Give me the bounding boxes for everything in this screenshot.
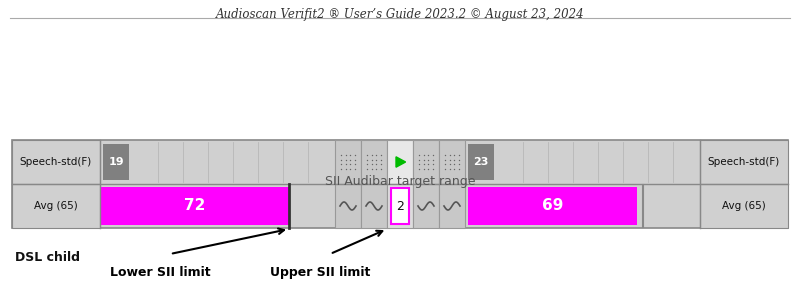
Text: Lower SII limit: Lower SII limit (110, 266, 210, 279)
Bar (387, 140, 413, 184)
Text: 19: 19 (108, 157, 124, 167)
Text: Avg (65): Avg (65) (722, 201, 766, 211)
Bar (468, 144, 494, 180)
Bar (439, 184, 465, 228)
Text: Avg (65): Avg (65) (34, 201, 78, 211)
Bar (413, 140, 439, 184)
Bar (439, 140, 465, 184)
Text: Speech-std(F): Speech-std(F) (20, 157, 92, 167)
Bar (103, 144, 129, 180)
Bar (391, 188, 409, 224)
Bar (12, 140, 100, 184)
Polygon shape (396, 157, 406, 167)
Bar (700, 184, 788, 228)
Bar (361, 184, 387, 228)
Text: 23: 23 (474, 157, 489, 167)
Text: 69: 69 (542, 198, 563, 214)
Bar (468, 187, 638, 225)
Bar (700, 140, 788, 184)
Bar (12, 140, 788, 228)
Text: DSL child: DSL child (15, 251, 80, 264)
Bar (335, 184, 361, 228)
Text: SII Audibar target range: SII Audibar target range (325, 174, 475, 188)
Text: Speech-std(F): Speech-std(F) (708, 157, 780, 167)
Bar (101, 187, 289, 225)
Text: Upper SII limit: Upper SII limit (270, 266, 370, 279)
Text: 2: 2 (396, 200, 404, 212)
Text: 72: 72 (184, 198, 206, 214)
Bar (335, 140, 361, 184)
Bar (12, 184, 100, 228)
Bar (361, 140, 387, 184)
Bar (387, 184, 413, 228)
Bar (413, 184, 439, 228)
Text: Audioscan Verifit2 ® User’s Guide 2023.2 © August 23, 2024: Audioscan Verifit2 ® User’s Guide 2023.2… (216, 8, 584, 21)
